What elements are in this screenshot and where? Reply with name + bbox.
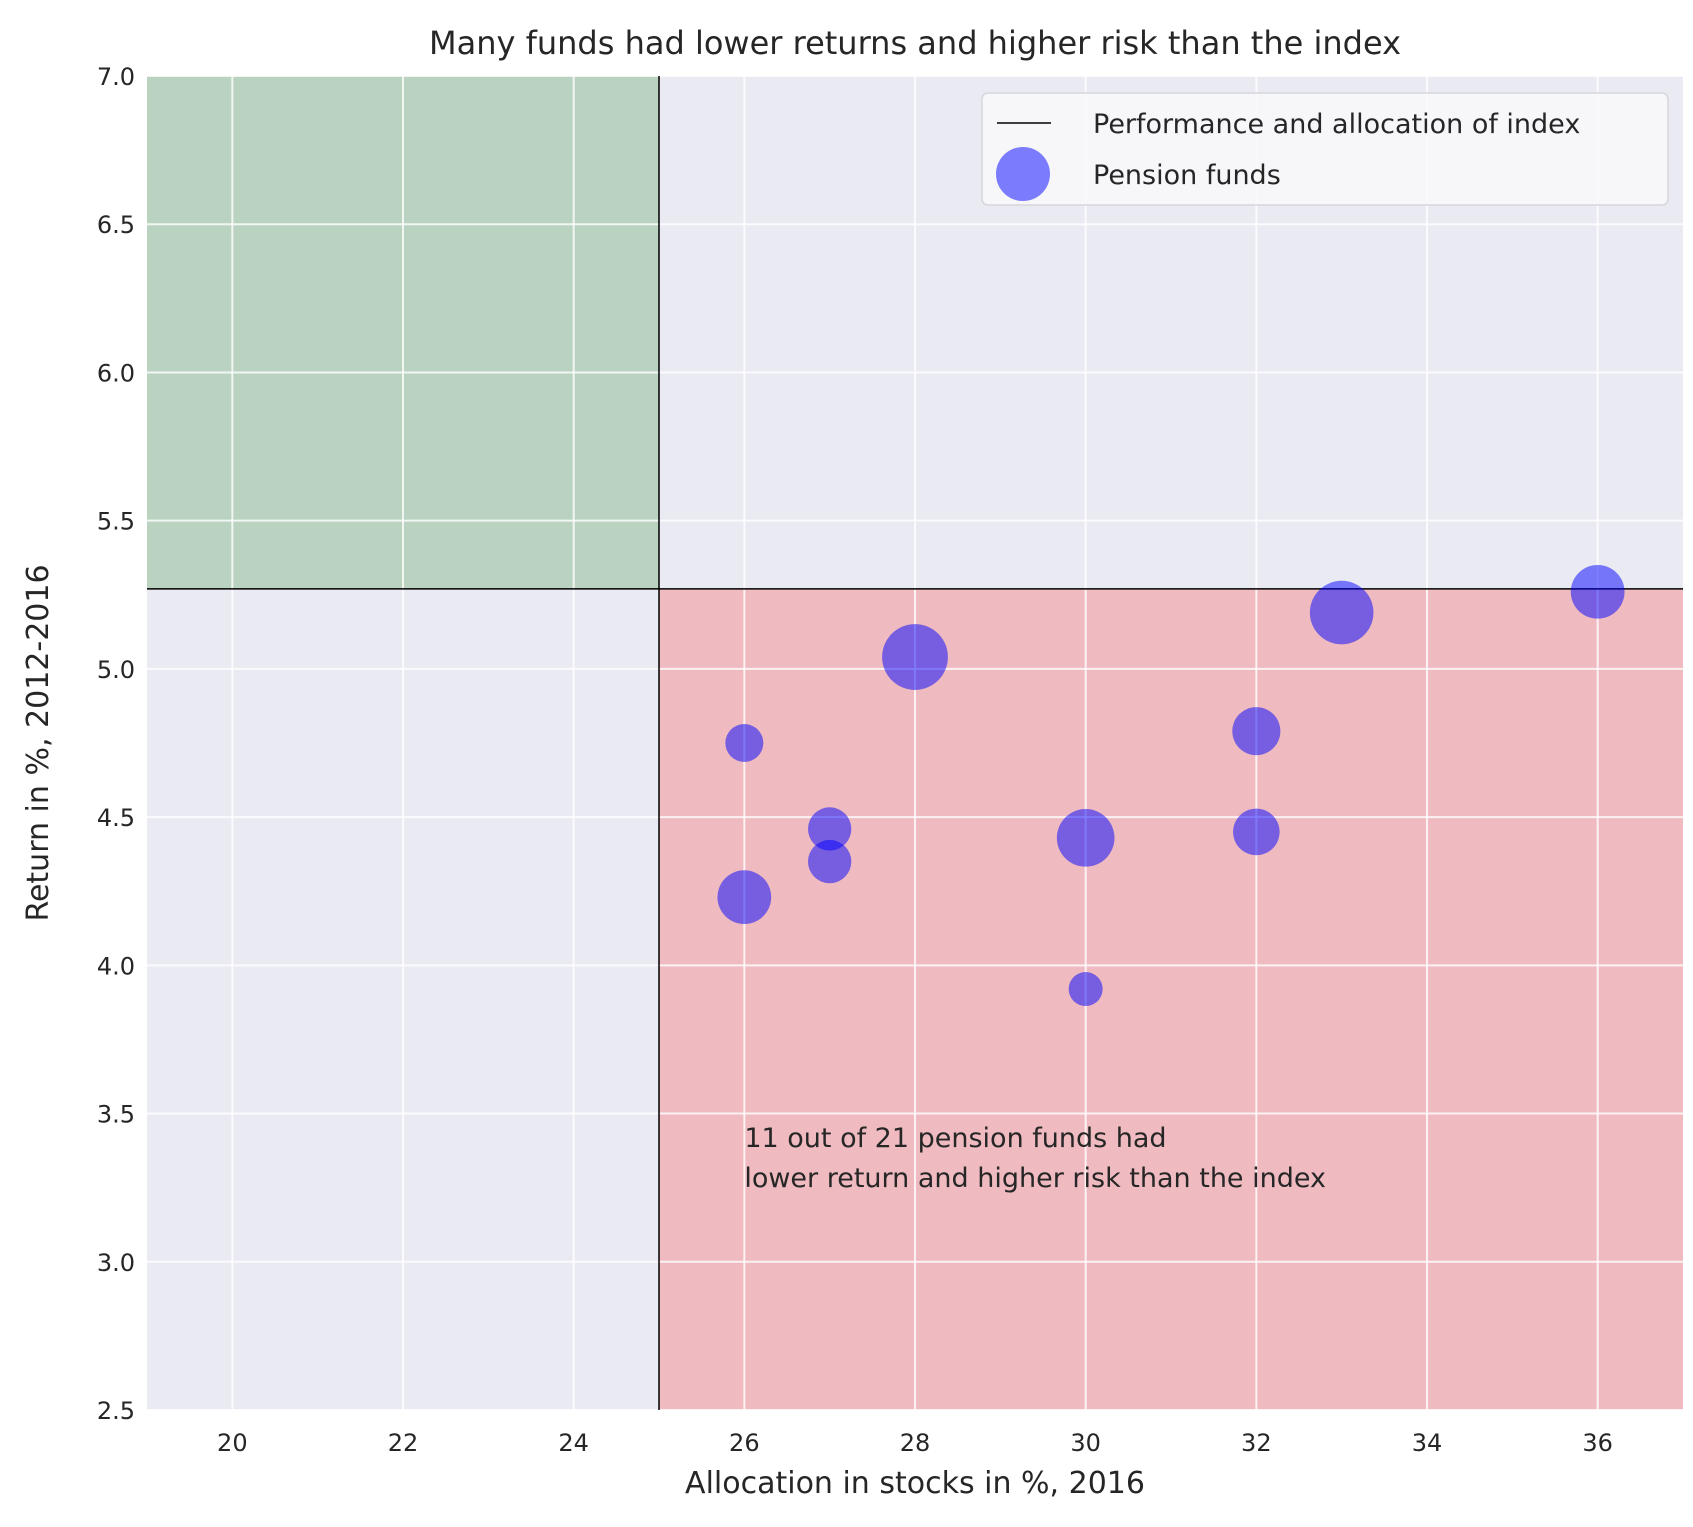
index-lines	[147, 76, 1683, 1410]
region-worse	[659, 588, 1683, 1410]
data-points	[717, 564, 1625, 1007]
y-tick-label: 3.5	[97, 1101, 135, 1129]
x-tick-label: 30	[1070, 1429, 1101, 1457]
legend-box	[981, 92, 1669, 206]
legend-pension-marker	[996, 147, 1050, 201]
x-axis-label: Allocation in stocks in %, 2016	[685, 1466, 1145, 1501]
data-point	[1570, 564, 1625, 619]
data-point	[1232, 707, 1281, 756]
x-tick-label: 24	[558, 1429, 589, 1457]
y-tick-label: 6.5	[97, 211, 135, 239]
annotation-line: lower return and higher risk than the in…	[744, 1163, 1326, 1194]
x-tick-label: 28	[900, 1429, 931, 1457]
x-tick-label: 32	[1241, 1429, 1272, 1457]
data-point	[1233, 808, 1280, 856]
y-tick-label: 4.5	[97, 804, 135, 832]
data-point	[808, 839, 852, 884]
x-tick-label: 22	[388, 1429, 419, 1457]
x-tick-labels: 20 22 24 26 28 30 32 34 36	[217, 1429, 1613, 1457]
legend-entry-pension-funds: Pension funds	[1093, 160, 1281, 191]
y-tick-label: 7.0	[97, 63, 135, 91]
y-tick-label: 2.5	[97, 1397, 135, 1425]
y-tick-label: 5.0	[97, 656, 135, 684]
chart-title: Many funds had lower returns and higher …	[429, 24, 1401, 62]
x-tick-label: 26	[729, 1429, 760, 1457]
x-tick-label: 36	[1582, 1429, 1613, 1457]
annotation-line: 11 out of 21 pension funds had	[744, 1123, 1166, 1154]
y-axis-label: Return in %, 2012-2016	[21, 564, 56, 921]
annotation: 11 out of 21 pension funds had lower ret…	[744, 1123, 1326, 1194]
y-tick-label: 6.0	[97, 359, 135, 387]
legend: Performance and allocation of index Pens…	[981, 92, 1669, 206]
data-point	[808, 807, 852, 851]
x-tick-label: 34	[1412, 1429, 1443, 1457]
y-tick-label: 4.0	[97, 952, 135, 980]
x-tick-label: 20	[217, 1429, 248, 1457]
data-point	[1056, 809, 1115, 867]
y-tick-label: 5.5	[97, 508, 135, 536]
y-tick-labels: 2.5 3.0 3.5 4.0 4.5 5.0 5.5 6.0 6.5 7.0	[97, 63, 135, 1425]
y-tick-label: 3.0	[97, 1249, 135, 1277]
legend-entry-index: Performance and allocation of index	[1093, 109, 1580, 140]
data-point	[1309, 580, 1374, 645]
data-point	[725, 724, 764, 762]
data-point	[882, 624, 948, 690]
data-point	[717, 870, 772, 925]
data-point	[1068, 972, 1103, 1007]
